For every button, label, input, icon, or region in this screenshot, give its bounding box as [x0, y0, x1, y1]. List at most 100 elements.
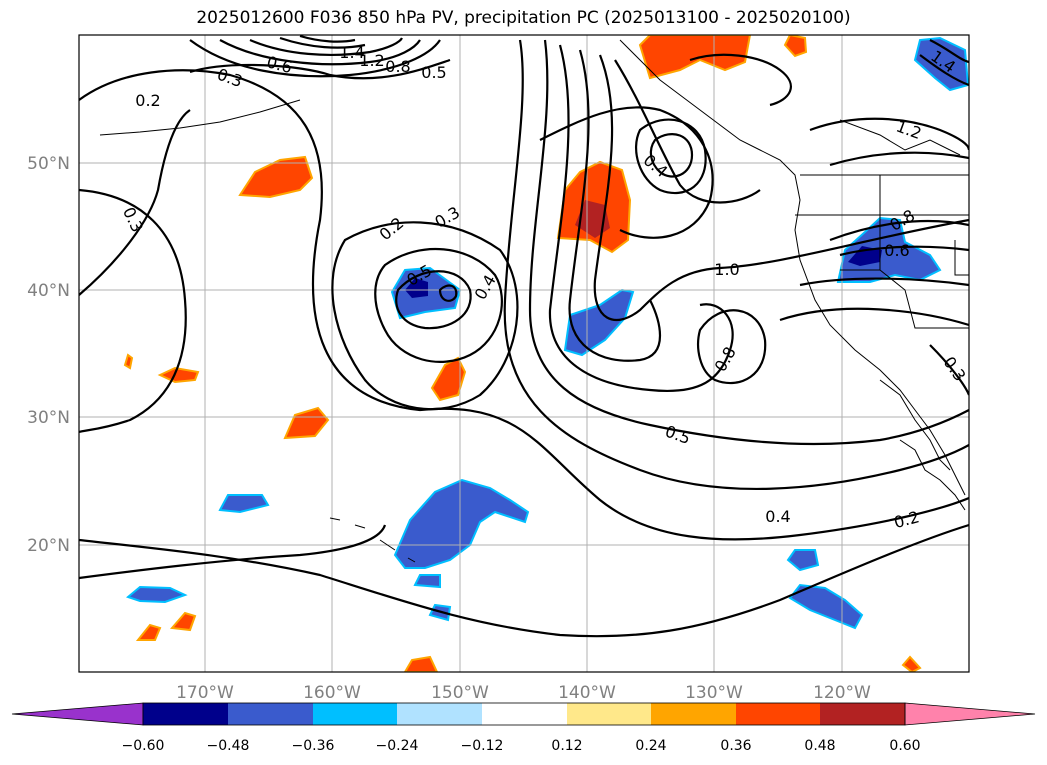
pv-contour-0.3 — [79, 188, 187, 434]
colorbar-bin — [567, 703, 651, 725]
contour-label: 1.2 — [894, 117, 924, 144]
colorbar-extend-low — [11, 702, 144, 726]
baja-coastline — [879, 379, 951, 471]
pv-contour-0.5 — [635, 118, 707, 195]
pv-contour-0.6 — [438, 284, 458, 302]
precip-positive-region — [169, 611, 197, 632]
map-plot-area: 0.2 0.3 0.6 1.4 1.2 0.8 0.5 0.4 1.0 0.3 … — [79, 35, 969, 672]
us-state-border — [839, 119, 961, 156]
contour-label: 0.3 — [215, 65, 245, 92]
pv-contour-0.3 — [929, 344, 969, 396]
precip-positive-region — [123, 353, 134, 370]
precip-negative-region — [788, 583, 864, 630]
pv-contour-1.0 — [249, 37, 403, 56]
us-state-border — [954, 240, 969, 276]
lon-label: 170°W — [176, 683, 234, 703]
colorbar-bin — [736, 703, 820, 725]
pv-contours — [79, 35, 969, 638]
pv-contour-0.2 — [79, 524, 387, 580]
colorbar-tick-label: 0.36 — [720, 738, 751, 754]
contour-label: 1.0 — [714, 260, 739, 279]
colorbar-ticks: −0.60 −0.48 −0.36 −0.24 −0.12 0.12 0.24 … — [122, 738, 921, 754]
pv-contour-1.2 — [809, 117, 969, 151]
precip-negative-region — [563, 288, 635, 357]
precip-positive-region — [238, 155, 314, 199]
colorbar-tick-label: 0.12 — [551, 738, 582, 754]
lat-label: 40°N — [27, 281, 70, 301]
precip-positive-region — [638, 35, 752, 80]
pv-contour-0.2 — [79, 69, 969, 541]
contour-label: 0.8 — [385, 57, 410, 76]
contour-label: 0.3 — [939, 353, 969, 385]
pv-contour-0.4 — [374, 247, 503, 363]
pv-contour-0.6 — [839, 245, 969, 257]
pv-contour-0.8 — [829, 219, 969, 242]
colorbar-tick-label: −0.12 — [461, 738, 504, 754]
precip-positive-region — [783, 35, 808, 58]
pv-contour-1.0 — [593, 54, 969, 321]
contour-label: 0.2 — [892, 507, 922, 532]
lon-label: 140°W — [558, 683, 616, 703]
contour-label: 0.4 — [765, 507, 790, 526]
contour-label: 0.8 — [711, 343, 740, 375]
precip-shading — [123, 35, 969, 672]
contour-label: 0.2 — [376, 213, 408, 244]
pv-contour-0.8 — [219, 39, 421, 66]
precip-negative-region — [125, 585, 188, 604]
precip-negative-region — [913, 36, 969, 92]
contour-label: 0.3 — [119, 204, 147, 235]
colorbar-tick-label: −0.60 — [122, 738, 165, 754]
latitude-labels: 50°N 40°N 30°N 20°N — [27, 154, 70, 556]
lat-label: 30°N — [27, 408, 70, 428]
alaska-coastline — [99, 99, 301, 136]
coastlines — [99, 39, 969, 563]
colorbar-bin — [397, 703, 482, 725]
pv-contour-0.8 — [568, 49, 662, 362]
colorbar-tick-label: 0.24 — [635, 738, 666, 754]
contour-label: 0.5 — [663, 422, 693, 449]
colorbar-bin — [228, 703, 313, 725]
graticule — [79, 35, 969, 672]
north-america-coastline — [619, 39, 966, 496]
colorbar: −0.60 −0.48 −0.36 −0.24 −0.12 0.12 0.24 … — [11, 702, 1036, 754]
precip-negative-region — [218, 494, 270, 514]
colorbar-tick-label: 0.60 — [889, 738, 920, 754]
hawaii-islands — [329, 517, 416, 563]
colorbar-tick-label: −0.24 — [376, 738, 419, 754]
pv-contour-1.4 — [919, 54, 969, 87]
colorbar-tick-label: 0.48 — [804, 738, 835, 754]
contour-label: 1.4 — [339, 43, 364, 62]
precip-positive-region — [403, 655, 439, 672]
colorbar-outline — [142, 702, 906, 726]
pv-contour-0.3 — [689, 53, 792, 107]
pv-contour-0.6 — [548, 44, 734, 392]
colorbar-bin — [313, 703, 397, 725]
pv-contour-0.6 — [189, 39, 441, 78]
lon-label: 150°W — [431, 683, 489, 703]
pv-contour-1.2 — [829, 151, 969, 167]
colorbar-extend-high — [904, 702, 1036, 726]
contour-label: 1.2 — [359, 51, 384, 70]
precip-positive-region — [135, 623, 162, 641]
contour-label: 0.6 — [884, 241, 909, 260]
contour-label: 0.2 — [135, 91, 160, 110]
lon-label: 120°W — [813, 683, 871, 703]
mexico-coastline — [899, 439, 966, 511]
map-frame — [78, 34, 970, 673]
precip-negative-region — [413, 574, 441, 589]
pv-contour-0.5 — [395, 270, 472, 330]
contour-label: 0.6 — [265, 52, 295, 77]
precip-negative-region — [393, 478, 530, 569]
contour-label: 0.3 — [431, 203, 463, 232]
precip-positive-region — [901, 655, 922, 672]
precip-negative-core — [405, 278, 428, 298]
precip-negative-region — [786, 549, 820, 572]
pv-contour-1.2 — [279, 36, 366, 49]
lat-label: 20°N — [27, 536, 70, 556]
precip-negative-region — [836, 216, 942, 283]
pv-contour-0.3 — [79, 109, 191, 296]
pv-contour-0.6 — [649, 133, 694, 178]
contour-label: 0.5 — [421, 63, 446, 82]
precip-positive-region — [157, 366, 200, 384]
